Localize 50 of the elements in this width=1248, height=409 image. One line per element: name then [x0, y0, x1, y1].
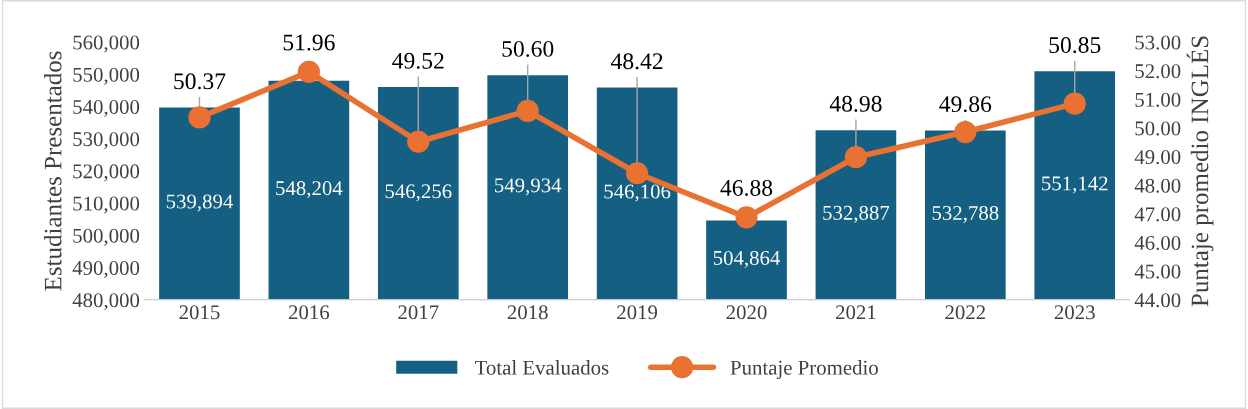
- y2-tick-label: 51.00: [1135, 92, 1181, 107]
- y-tick-label: 540,000: [73, 99, 140, 117]
- data-label: 532,887: [823, 205, 890, 223]
- data-label: 50.85: [1049, 37, 1101, 54]
- data-label: 50.60: [502, 40, 554, 57]
- legend-label: Puntaje Promedio: [730, 360, 878, 379]
- y-tick-label: 550,000: [73, 67, 140, 85]
- y2-tick-label: 44.00: [1134, 293, 1181, 308]
- y2-tick-label: 45.00: [1134, 264, 1181, 279]
- y2-tick-label: 48.00: [1134, 178, 1181, 193]
- data-label: 49.52: [392, 52, 444, 69]
- y-tick-label: 490,000: [72, 260, 140, 279]
- data-label: 49.86: [939, 96, 992, 113]
- y-tick-label: 530,000: [73, 132, 140, 150]
- data-label: 548,204: [276, 181, 343, 199]
- y-tick-label: 500,000: [73, 228, 140, 246]
- y2-tick-label: 50.00: [1135, 121, 1181, 136]
- x-tick-label: 2021: [836, 305, 876, 320]
- data-label: 532,788: [932, 205, 999, 223]
- x-tick-label: 2015: [179, 305, 220, 320]
- y-tick-label: 480,000: [72, 293, 140, 311]
- data-label: 504,864: [713, 250, 781, 268]
- data-label: 48.42: [611, 53, 663, 70]
- y-axis-title: Estudiantes Presentados: [43, 51, 62, 291]
- x-tick-label: 2022: [945, 305, 986, 320]
- y-tick-label: 560,000: [73, 35, 140, 53]
- x-tick-label: 2019: [617, 305, 658, 320]
- x-tick-label: 2020: [726, 305, 767, 320]
- data-label: 539,894: [166, 194, 233, 212]
- y2-tick-label: 46.00: [1134, 235, 1181, 251]
- data-label: 48.98: [829, 95, 882, 112]
- y2-tick-label: 47.00: [1134, 207, 1181, 222]
- x-tick-label: 2017: [398, 305, 439, 320]
- x-tick-label: 2016: [288, 305, 330, 320]
- data-label: 549,934: [495, 178, 562, 196]
- data-label: 46.88: [720, 179, 773, 196]
- y2-tick-label: 52.00: [1135, 64, 1181, 79]
- legend-label: Total Evaluados: [475, 360, 609, 375]
- x-tick-label: 2018: [507, 305, 548, 320]
- data-label: 546,256: [385, 184, 452, 202]
- y2-axis-title: Puntaje promedio INGLÉS: [1186, 36, 1214, 307]
- x-tick-label: 2023: [1054, 305, 1095, 320]
- y-tick-label: 510,000: [73, 196, 140, 214]
- data-label: 546,106: [604, 184, 671, 202]
- y2-tick-label: 49.00: [1134, 150, 1181, 165]
- data-label: 551,142: [1042, 176, 1108, 194]
- y-tick-label: 520,000: [73, 164, 140, 182]
- data-label: 51.96: [283, 34, 335, 51]
- y2-tick-label: 53.00: [1135, 35, 1181, 50]
- data-label: 50.37: [174, 73, 226, 90]
